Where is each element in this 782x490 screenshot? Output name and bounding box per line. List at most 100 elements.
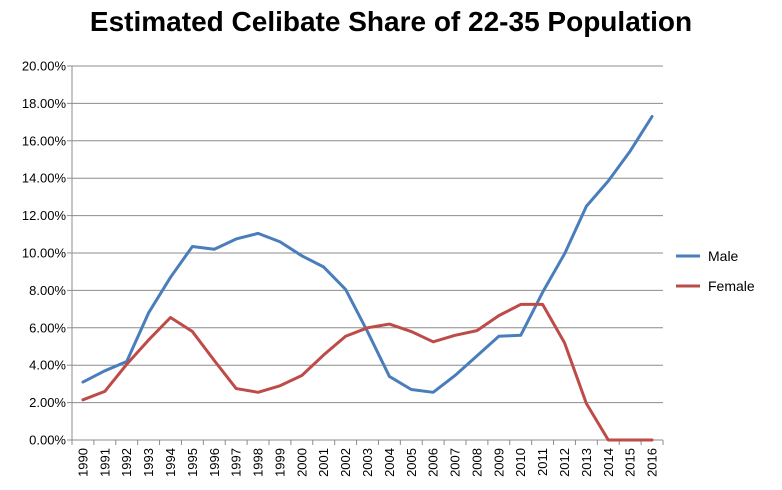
x-tick-label: 2008 [469,448,484,477]
x-tick-label: 2005 [404,448,419,477]
legend-label-male: Male [708,248,739,264]
data-point-female [344,335,347,338]
x-tick-label: 2016 [645,448,660,477]
data-point-female [585,402,588,405]
data-point-male [541,291,544,294]
y-tick-label: 10.00% [22,246,67,261]
x-tick-label: 2012 [557,448,572,477]
x-tick-label: 1995 [185,448,200,477]
data-point-female [278,384,281,387]
data-point-male [585,205,588,208]
data-point-female [432,340,435,343]
data-point-male [257,232,260,235]
data-point-male [300,254,303,257]
x-tick-label: 2014 [601,448,616,477]
y-tick-label: 12.00% [22,208,67,223]
x-tick-label: 1990 [75,448,90,477]
data-point-male [103,369,106,372]
data-point-male [497,335,500,338]
x-tick-label: 1996 [207,448,222,477]
data-point-female [235,387,238,390]
data-point-female [629,439,632,442]
x-axis-ticks: 1990 1991 1992 1993 1994 1995 1996 1997 1998 1999… [75,448,659,477]
series-line-female [81,302,654,442]
x-tick-label: 1992 [119,448,134,477]
x-tick-label: 2015 [623,448,638,477]
x-tick-label: 2013 [579,448,594,477]
legend-label-female: Female [708,278,755,294]
data-point-female [607,439,610,442]
x-tick-label: 2000 [294,448,309,477]
data-point-female [300,374,303,377]
y-tick-label: 16.00% [22,133,67,148]
series-line-male [81,114,654,394]
x-tick-label: 2001 [316,448,331,477]
x-tick-label: 2002 [338,448,353,477]
series-lines [81,114,654,442]
data-point-female [322,353,325,356]
data-point-female [541,303,544,306]
data-point-male [519,334,522,337]
data-point-male [322,266,325,269]
axes [67,65,664,445]
x-tick-label: 1999 [272,448,287,477]
x-tick-label: 1991 [97,448,112,477]
data-point-female [169,316,172,319]
y-tick-label: 2.00% [29,395,66,410]
chart-title: Estimated Celibate Share of 22-35 Popula… [89,6,693,37]
x-tick-label: 1998 [251,448,266,477]
x-tick-label: 2011 [535,448,550,476]
data-point-male [169,276,172,279]
data-point-male [432,391,435,394]
y-tick-label: 6.00% [29,320,66,335]
data-point-female [191,330,194,333]
data-point-male [147,311,150,314]
x-tick-label: 2009 [491,448,506,477]
data-point-male [629,150,632,153]
data-point-female [388,323,391,326]
x-tick-label: 1997 [229,448,244,477]
x-tick-label: 2006 [426,448,441,477]
data-point-male [235,237,238,240]
data-point-male [278,240,281,243]
x-tick-label: 2007 [448,448,463,477]
data-point-male [475,354,478,357]
data-point-female [410,330,413,333]
data-point-female [81,398,84,401]
x-tick-label: 2003 [360,448,375,477]
data-point-female [257,391,260,394]
x-tick-label: 1994 [163,448,178,477]
y-tick-label: 8.00% [29,283,66,298]
data-point-male [410,388,413,391]
y-tick-label: 18.00% [22,96,67,111]
data-point-male [213,248,216,251]
data-point-female [454,334,457,337]
data-point-male [366,330,369,333]
data-point-female [651,439,654,442]
x-tick-label: 2010 [513,448,528,477]
data-point-female [519,303,522,306]
y-axis-ticks: 0.00% 2.00% 4.00% 6.00% 8.00% 10.00% 12.00% 14.… [22,59,67,448]
y-tick-label: 4.00% [29,358,66,373]
y-tick-label: 0.00% [29,433,66,448]
data-point-male [563,252,566,255]
data-point-female [366,326,369,329]
data-point-female [563,341,566,344]
y-tick-label: 14.00% [22,171,67,186]
data-point-male [191,245,194,248]
y-tick-label: 20.00% [22,59,67,74]
data-point-male [388,375,391,378]
data-point-male [651,115,654,118]
data-point-female [103,390,106,393]
legend: Male Female [676,248,755,294]
data-point-female [497,314,500,317]
x-tick-label: 1993 [141,448,156,477]
data-point-female [125,363,128,366]
data-point-female [147,338,150,341]
data-point-male [607,180,610,183]
data-point-male [81,381,84,384]
data-point-female [213,359,216,362]
data-point-male [344,288,347,291]
data-point-female [475,329,478,332]
